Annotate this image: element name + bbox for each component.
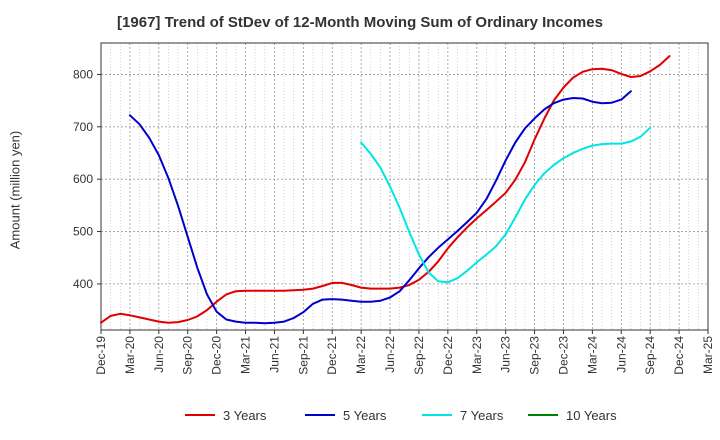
legend-label: 7 Years	[460, 408, 504, 423]
x-tick-label: Jun-22	[383, 336, 397, 373]
series-line-5-years	[128, 90, 632, 325]
y-tick-label: 400	[73, 277, 93, 291]
x-tick-layer: Dec-19 Mar-20 Jun-20 Sep-20 Dec-20 Mar-21 Jun-…	[94, 330, 715, 375]
series-line-3-years	[100, 55, 671, 324]
x-tick-label: Sep-22	[412, 336, 426, 375]
x-tick-label: Mar-22	[354, 336, 368, 374]
legend: 3 Years 5 Years 7 Years 10 Years	[185, 408, 617, 423]
x-tick-label: Sep-24	[643, 336, 657, 375]
x-tick-label: Jun-24	[614, 336, 628, 373]
x-tick-label: Jun-23	[499, 336, 513, 373]
x-tick-label: Dec-24	[672, 336, 686, 375]
y-tick-layer: 400 500 600 700 800	[73, 67, 101, 291]
y-tick-label: 600	[73, 172, 93, 186]
series-line-7-years	[360, 126, 652, 284]
legend-label: 3 Years	[223, 408, 267, 423]
x-tick-label: Dec-23	[556, 336, 570, 375]
x-tick-label: Dec-20	[210, 336, 224, 375]
x-tick-label: Dec-19	[94, 336, 108, 375]
x-tick-label: Mar-25	[701, 336, 715, 374]
x-tick-label: Jun-20	[152, 336, 166, 373]
x-tick-label: Dec-22	[441, 336, 455, 375]
x-tick-label: Sep-21	[296, 336, 310, 375]
x-tick-label: Mar-24	[585, 336, 599, 374]
y-tick-label: 700	[73, 120, 93, 134]
y-tick-label: 500	[73, 225, 93, 239]
legend-label: 5 Years	[343, 408, 387, 423]
x-tick-label: Mar-21	[239, 336, 253, 374]
x-tick-label: Mar-23	[470, 336, 484, 374]
plot-border	[100, 42, 709, 331]
x-tick-label: Sep-20	[181, 336, 195, 375]
x-tick-label: Jun-21	[267, 336, 281, 373]
x-tick-label: Dec-21	[325, 336, 339, 375]
series-layer	[100, 55, 671, 325]
chart-title: [1967] Trend of StDev of 12-Month Moving…	[117, 14, 603, 31]
x-tick-label: Mar-20	[123, 336, 137, 374]
x-tick-label: Sep-23	[528, 336, 542, 375]
legend-label: 10 Years	[566, 408, 617, 423]
y-tick-label: 800	[73, 67, 93, 81]
